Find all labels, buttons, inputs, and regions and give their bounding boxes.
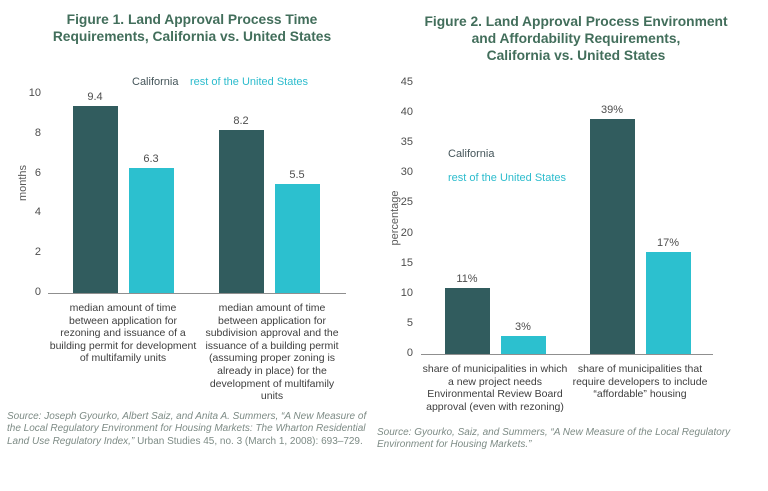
bar-rest-of-us-group2: [645, 251, 691, 354]
bar-california-group1: [72, 105, 118, 293]
y-axis-tick-label: 40: [400, 106, 413, 119]
y-axis-tick-label: 20: [400, 226, 413, 239]
y-axis-tick-label: 0: [406, 347, 413, 359]
bar-value-label-california-group1: 11%: [456, 272, 478, 285]
y-axis-tick-label: 35: [400, 136, 413, 149]
category-label-group2: share of municipalities that require dev…: [572, 363, 708, 401]
y-axis-tick-label: 2: [34, 246, 41, 259]
y-axis-tick-label: 4: [34, 206, 41, 219]
figure1-legend-california: California: [132, 76, 179, 88]
y-axis-tick-label: 25: [400, 196, 413, 209]
figure1-legend-rest-of-us: rest of the United States: [190, 76, 309, 88]
source-text-segment: Source: Joseph Gyourko, Albert Saiz, and…: [7, 411, 367, 447]
figure2-legend-california: California: [448, 148, 495, 160]
y-axis-tick-label: 8: [34, 126, 41, 139]
figure2-legend-rest-of-us: rest of the United States: [448, 172, 567, 184]
y-axis-tick-label: 15: [400, 256, 413, 269]
y-axis-tick-label: 10: [28, 87, 41, 99]
bar-value-label-california-group1: 9.4: [87, 90, 103, 103]
y-axis-tick-label: 30: [400, 166, 413, 179]
bar-value-label-california-group2: 39%: [600, 104, 624, 117]
y-axis-tick-label: 45: [400, 76, 413, 88]
y-axis-tick-label: 5: [406, 316, 413, 329]
figure1-source-note: Source: Joseph Gyourko, Albert Saiz, and…: [7, 411, 373, 448]
x-axis-line: [421, 354, 713, 355]
y-axis-tick-label: 6: [34, 166, 41, 179]
bar-rest-of-us-group1: [500, 335, 546, 354]
bar-california-group2: [589, 119, 635, 354]
bar-value-label-rest-of-us-group1: 6.3: [143, 152, 159, 165]
bar-rest-of-us-group1: [128, 167, 174, 293]
bar-california-group1: [444, 287, 490, 354]
y-axis-tick-label: 0: [34, 286, 41, 298]
figure1-title: Figure 1. Land Approval Process Time Req…: [52, 12, 332, 44]
source-text-segment: Urban Studies 45, no. 3 (March 1, 2008):…: [137, 435, 363, 447]
bar-value-label-rest-of-us-group2: 17%: [656, 236, 680, 249]
bar-value-label-rest-of-us-group2: 5.5: [289, 168, 305, 181]
source-text-segment: Source: Gyourko, Saiz, and Summers, “A N…: [377, 427, 731, 451]
x-axis-line: [48, 293, 346, 294]
y-axis-tick-label: 10: [400, 286, 413, 299]
category-label-group1: share of municipalities in which a new p…: [422, 363, 568, 413]
figure2-source-note: Source: Gyourko, Saiz, and Summers, “A N…: [377, 427, 745, 452]
bar-value-label-rest-of-us-group1: 3%: [515, 320, 531, 333]
bar-california-group2: [218, 129, 264, 293]
bar-rest-of-us-group2: [274, 183, 320, 293]
category-label-group2: median amount of time between applicatio…: [205, 302, 339, 403]
bar-value-label-california-group2: 8.2: [233, 114, 249, 127]
category-label-group1: median amount of time between applicatio…: [49, 302, 197, 365]
figure2-title: Figure 2. Land Approval Process Environm…: [424, 14, 728, 63]
